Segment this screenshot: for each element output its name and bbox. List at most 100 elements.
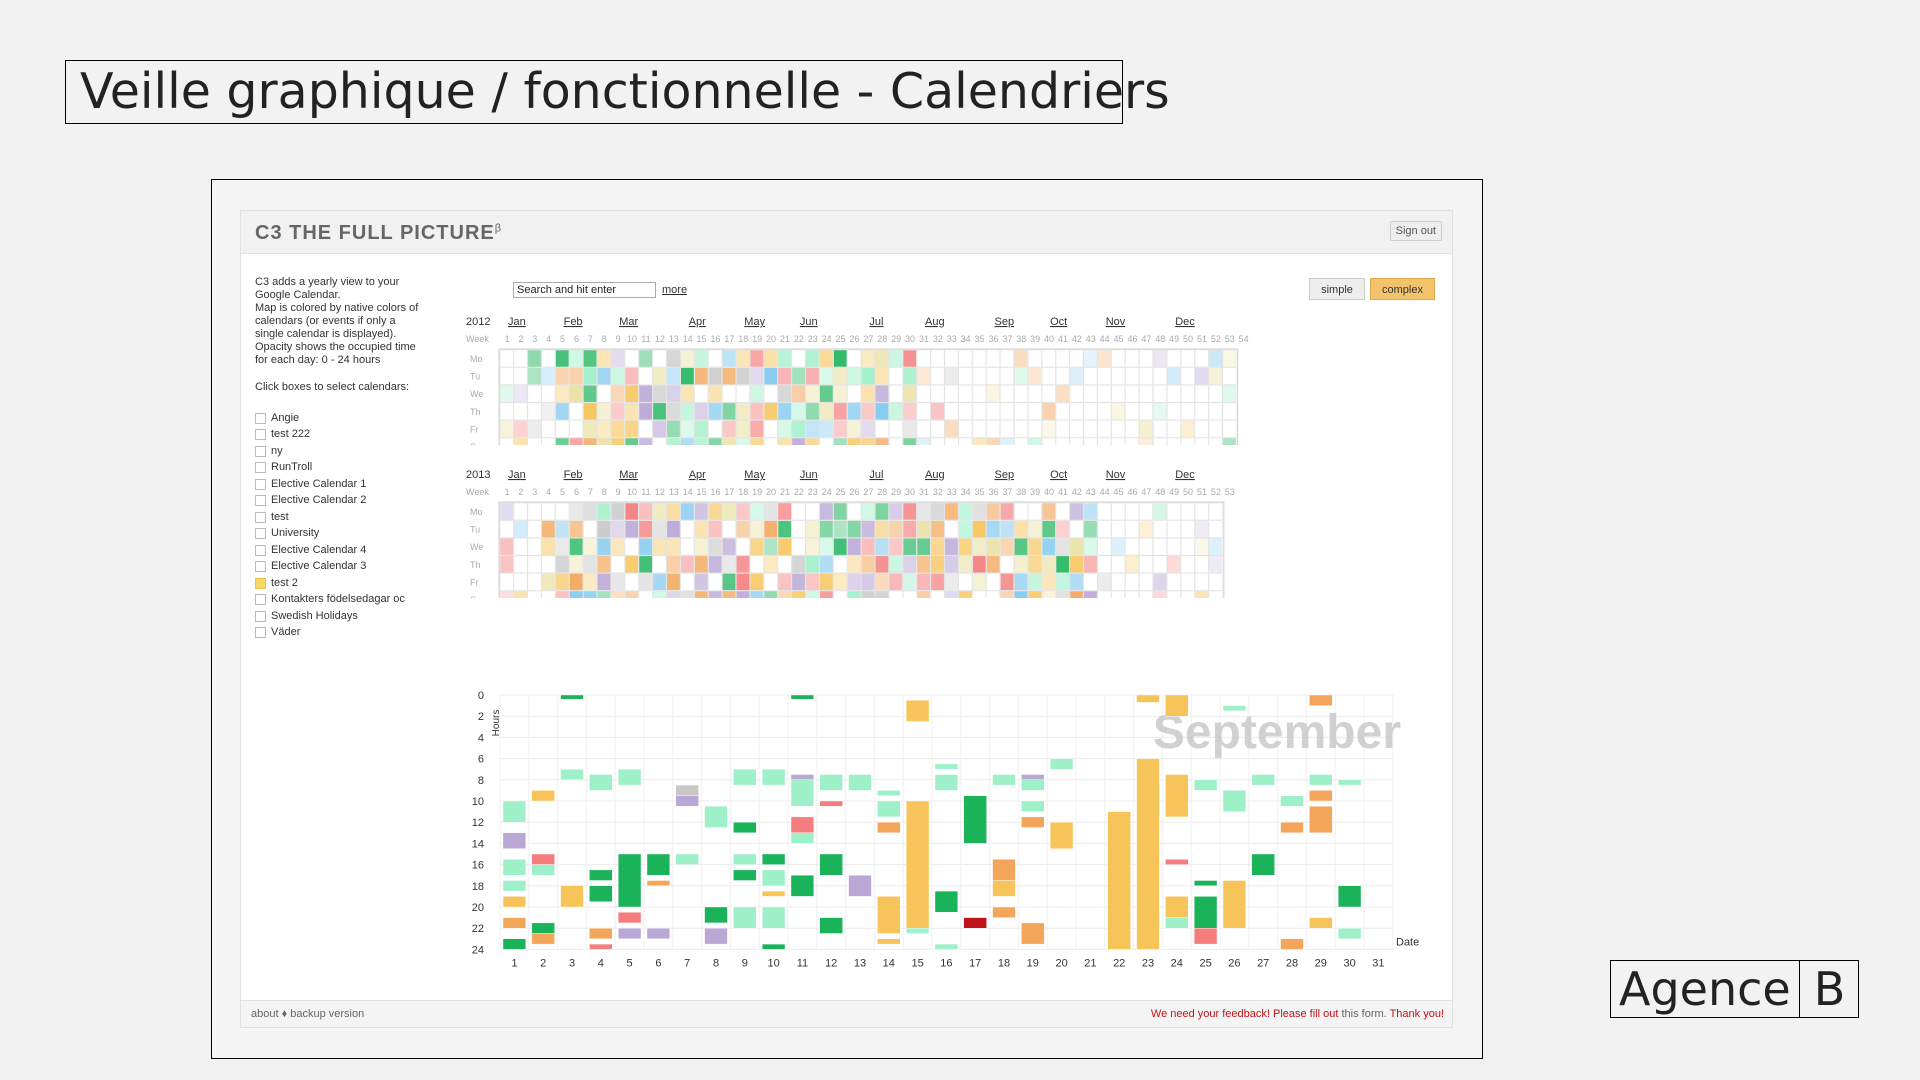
- footer-links[interactable]: about ♦ backup version: [251, 1008, 365, 1020]
- day-cell: [888, 555, 903, 574]
- day-cell: [958, 537, 973, 556]
- day-cell: [610, 555, 625, 574]
- day-cell: [1111, 437, 1126, 445]
- hour-tick-label: 8: [478, 775, 484, 787]
- calendar-item[interactable]: Väder: [255, 625, 445, 642]
- day-cell: [944, 349, 959, 368]
- day-cell: [888, 402, 903, 421]
- weekday-label: Sa: [470, 595, 481, 598]
- day-cell: [958, 349, 973, 368]
- search-input[interactable]: Search and hit enter: [513, 282, 656, 298]
- feedback-form-link[interactable]: this form.: [1341, 1008, 1387, 1020]
- day-cell: [1166, 573, 1181, 591]
- day-cell: [541, 437, 556, 445]
- calendar-item[interactable]: Elective Calendar 2: [255, 493, 445, 510]
- calendar-checkbox[interactable]: [255, 412, 266, 424]
- app-logo[interactable]: C3 THE FULL PICTUREβ: [255, 222, 502, 245]
- day-cell: [986, 520, 1001, 538]
- calendar-checkbox[interactable]: [255, 561, 266, 573]
- day-cell: [652, 367, 667, 385]
- day-cell: [652, 590, 667, 598]
- day-cell: [777, 555, 792, 574]
- day-cell: [735, 384, 750, 403]
- date-tick-label: 8: [713, 957, 719, 969]
- more-link[interactable]: more: [662, 284, 688, 296]
- day-cell: [666, 349, 681, 368]
- simple-view-button[interactable]: simple: [1309, 278, 1365, 300]
- week-number: 18: [738, 487, 748, 497]
- calendar-checkbox[interactable]: [255, 627, 266, 639]
- day-cell: [527, 437, 542, 445]
- day-cell: [610, 537, 625, 556]
- day-cell: [861, 502, 875, 521]
- calendar-checkbox[interactable]: [255, 544, 266, 556]
- calendar-checkbox[interactable]: [255, 511, 266, 523]
- day-cell: [833, 402, 848, 421]
- day-cell: [805, 402, 820, 421]
- day-cell: [1139, 502, 1154, 521]
- calendar-item[interactable]: Kontakters födelsedagar oc: [255, 592, 445, 609]
- calendar-checkbox[interactable]: [255, 478, 266, 490]
- event-block: [877, 800, 901, 818]
- day-cell: [638, 402, 653, 421]
- day-cell: [1222, 349, 1237, 368]
- day-cell: [902, 420, 917, 438]
- calendar-item[interactable]: Angie: [255, 410, 445, 427]
- calendar-checkbox[interactable]: [255, 594, 266, 606]
- calendar-item[interactable]: Elective Calendar 1: [255, 476, 445, 493]
- calendar-checkbox[interactable]: [255, 577, 266, 589]
- week-number: 38: [1016, 487, 1026, 497]
- calendar-checkbox[interactable]: [255, 445, 266, 457]
- day-cell: [791, 537, 806, 556]
- week-number: 17: [724, 487, 734, 497]
- calendar-checkbox[interactable]: [255, 462, 266, 474]
- sign-out-button[interactable]: Sign out: [1389, 221, 1442, 241]
- day-cell: [1083, 437, 1098, 445]
- calendar-item[interactable]: RunTroll: [255, 460, 445, 477]
- calendar-checkbox[interactable]: [255, 429, 266, 441]
- week-number: 33: [947, 334, 957, 344]
- day-cell: [1041, 590, 1056, 598]
- week-number: 32: [933, 334, 943, 344]
- calendar-item[interactable]: Swedish Holidays: [255, 608, 445, 625]
- day-cell: [763, 420, 778, 438]
- week-number: 50: [1183, 334, 1193, 344]
- day-cell: [1139, 555, 1154, 574]
- day-cell: [1097, 555, 1112, 574]
- day-cell: [735, 555, 750, 574]
- day-cell: [694, 384, 709, 403]
- day-cell: [1027, 537, 1042, 556]
- day-cell: [624, 502, 639, 521]
- calendar-checkbox[interactable]: [255, 495, 266, 507]
- month-link: May: [744, 316, 765, 328]
- event-block: [790, 779, 814, 807]
- day-cell: [986, 349, 1001, 368]
- day-cell: [861, 367, 875, 385]
- day-cell: [1027, 437, 1042, 445]
- day-cell: [1152, 573, 1167, 591]
- day-cell: [1000, 384, 1015, 403]
- calendar-checkbox[interactable]: [255, 528, 266, 540]
- day-cell: [1208, 555, 1223, 574]
- day-cell: [1055, 573, 1070, 591]
- calendar-item[interactable]: ny: [255, 443, 445, 460]
- calendar-item[interactable]: Elective Calendar 4: [255, 542, 445, 559]
- complex-view-button[interactable]: complex: [1370, 278, 1435, 300]
- event-block: [589, 927, 613, 939]
- week-number: 19: [752, 487, 762, 497]
- calendar-item[interactable]: Elective Calendar 3: [255, 559, 445, 576]
- calendar-item[interactable]: University: [255, 526, 445, 543]
- calendar-checkbox[interactable]: [255, 610, 266, 622]
- day-cell: [722, 520, 736, 538]
- week-number: 4: [546, 487, 551, 497]
- calendar-item[interactable]: test 222: [255, 427, 445, 444]
- day-cell: [861, 420, 875, 438]
- calendar-item[interactable]: test: [255, 509, 445, 526]
- calendar-item[interactable]: test 2: [255, 575, 445, 592]
- day-cell: [972, 590, 987, 598]
- event-block: [502, 917, 526, 929]
- day-cell: [1125, 520, 1140, 538]
- calendar-label: Angie: [271, 411, 300, 424]
- day-cell: [902, 573, 917, 591]
- day-cell: [1027, 420, 1042, 438]
